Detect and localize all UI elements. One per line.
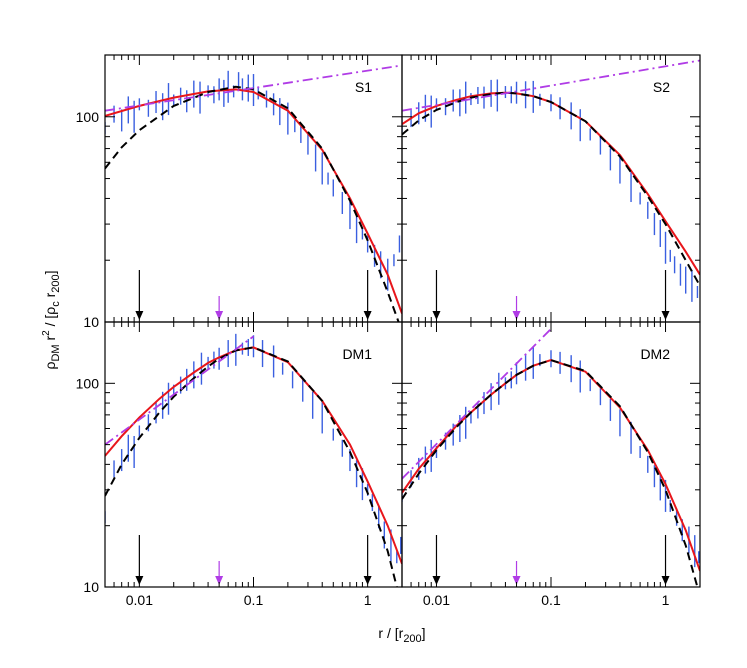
x-tick-label: 0.01 (423, 592, 450, 608)
purple-arrow-head (512, 576, 521, 585)
x-axis-label: r / [r200] (378, 625, 425, 645)
panel-label: DM1 (342, 346, 372, 362)
black-dashed-fit-line (402, 359, 699, 587)
panel-label: S2 (653, 79, 670, 95)
y-axis-label-end: ] (42, 270, 58, 274)
x-axis-label-end: ] (422, 625, 426, 641)
panel-plot-area (402, 328, 700, 587)
x-axis-label-main: r / [r (378, 625, 403, 641)
red-fit-line (402, 91, 700, 276)
black-dashed-fit-line (402, 91, 700, 287)
y-tick-label: 100 (76, 375, 100, 391)
y-axis-label-mid: / [ρ (42, 307, 58, 331)
y-tick-label: 10 (83, 314, 99, 330)
y-axis-label-sub-200: 200 (50, 274, 62, 292)
x-tick-label: 0.1 (541, 592, 561, 608)
x-tick-label: 1 (662, 592, 670, 608)
panel-plot-area (105, 333, 402, 587)
y-axis-label-r2: r (42, 292, 58, 301)
y-axis-label-sub-dm: DM (50, 344, 62, 361)
panel-s1: 100 10 S1 (76, 54, 403, 330)
x-tick-label: 0.1 (244, 592, 264, 608)
panel-plot-area (402, 59, 700, 302)
red-fit-line (105, 88, 402, 314)
y-axis-label-r: r (42, 336, 58, 345)
x-axis-label-sub: 200 (403, 633, 421, 645)
y-tick-label: 10 (83, 579, 99, 595)
x-tick-label: 0.01 (126, 592, 153, 608)
panel-s2: S2 (401, 54, 701, 323)
purple-dashdot-line (402, 328, 552, 480)
black-dashed-fit-line (105, 346, 398, 587)
panel-dm2: 0.01 0.1 1 DM2 (401, 321, 701, 608)
purple-arrow-head (512, 311, 521, 320)
red-fit-line (402, 359, 700, 572)
y-axis-label-sub-c: c (50, 301, 62, 307)
y-axis-label-sup: 2 (41, 330, 52, 336)
y-tick-label: 100 (76, 109, 100, 125)
x-tick-label: 1 (364, 592, 372, 608)
panel-label: DM2 (640, 346, 670, 362)
red-fit-line (105, 346, 402, 565)
black-dashed-fit-line (105, 85, 400, 322)
y-axis-label-rho: ρ (42, 362, 58, 370)
y-axis-label: ρDM r2 / [ρc r200] (41, 270, 62, 369)
panel-plot-area (105, 64, 402, 322)
purple-arrow-head (215, 311, 224, 320)
panel-dm1: 100 10 0.01 0.1 1 DM1 (76, 321, 403, 608)
panel-label: S1 (355, 79, 372, 95)
purple-arrow-head (215, 576, 224, 585)
